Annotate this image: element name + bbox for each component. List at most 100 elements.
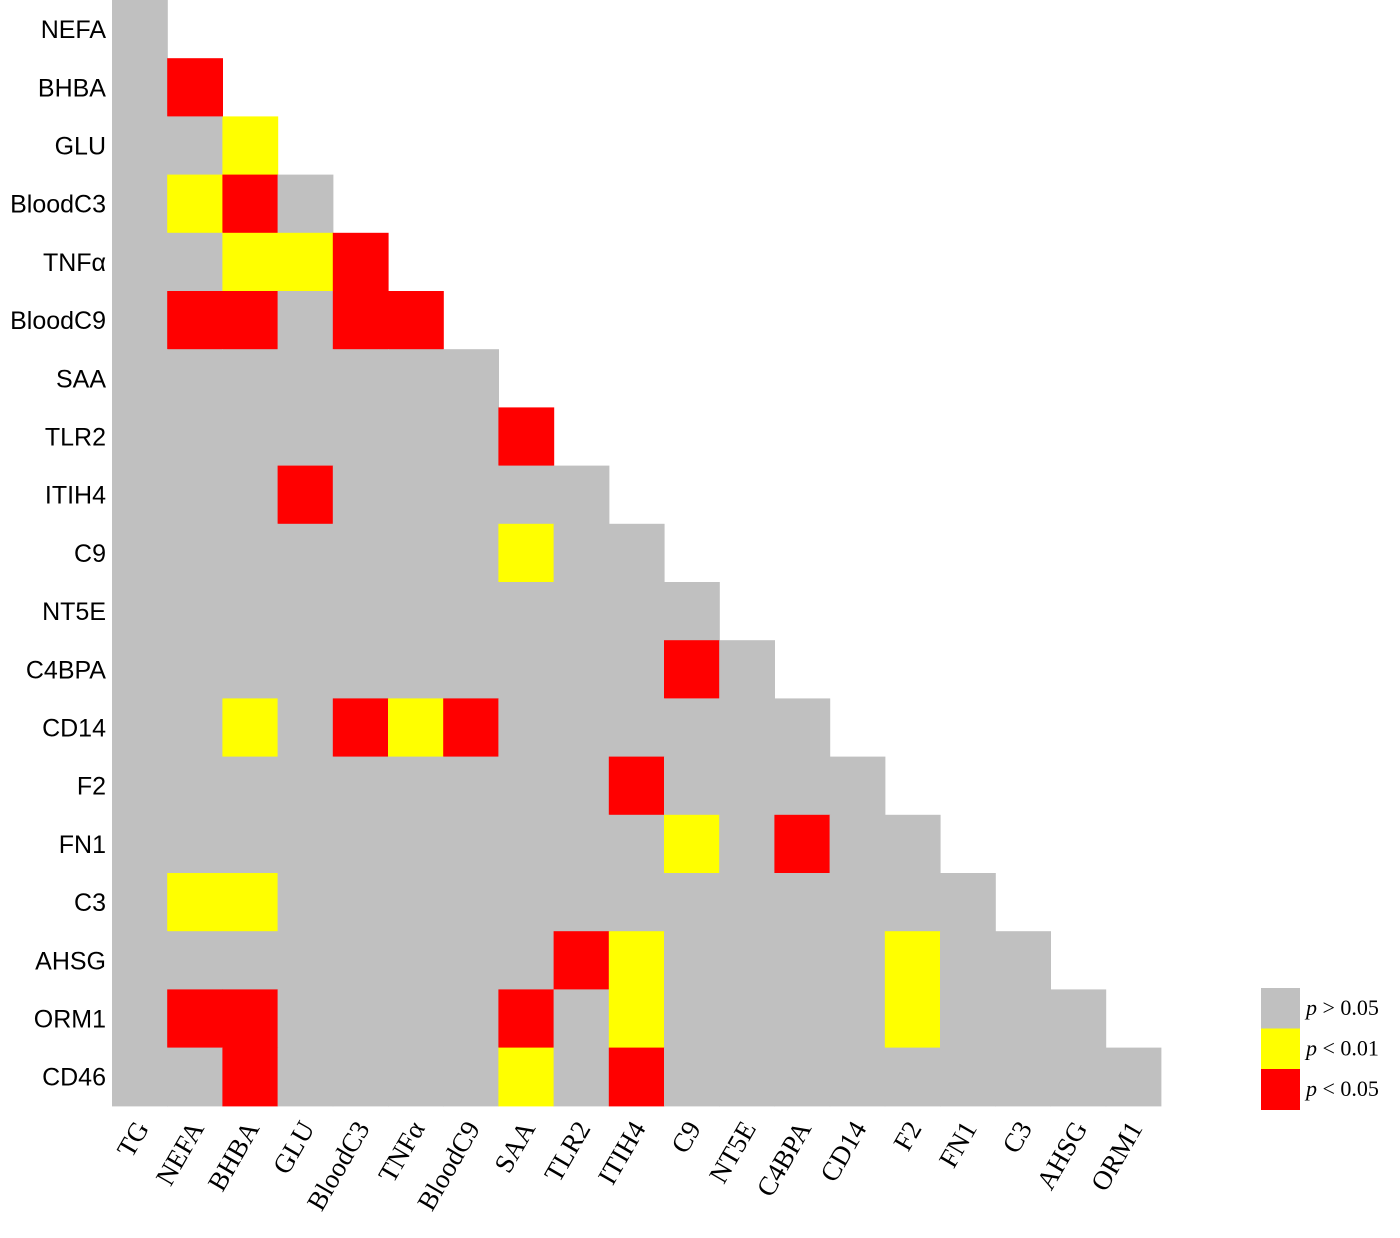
cell-cd46-f2 <box>884 1047 941 1107</box>
cell-tlr2-glu <box>277 407 334 467</box>
cell-cd46-tlr2 <box>553 1047 610 1107</box>
cell-bloodc3-glu <box>277 174 334 234</box>
cell-c4bpa-itih4 <box>608 640 665 699</box>
cell-cd46-cd14 <box>829 1047 886 1107</box>
x-label-nt5e: NT5E <box>703 1116 762 1188</box>
cell-tnf--bhba <box>222 232 279 292</box>
cell-fn1-cd14 <box>829 814 886 874</box>
cell-fn1-saa <box>498 814 555 874</box>
x-label-fn1: FN1 <box>933 1116 983 1173</box>
cell-c9-itih4 <box>608 523 665 583</box>
cell-ahsg-tlr2 <box>553 931 610 990</box>
cell-c3-bhba <box>222 873 279 932</box>
cell-cd46-nefa <box>167 1047 223 1107</box>
cell-tlr2-bhba <box>222 407 279 467</box>
cell-tlr2-bloodc9 <box>443 407 499 467</box>
cell-nt5e-tg <box>112 582 168 641</box>
cell-c4bpa-tlr2 <box>553 640 610 699</box>
cell-f2-c9 <box>664 756 720 816</box>
cell-bloodc9-tg <box>112 291 168 350</box>
cell-ahsg-bhba <box>222 931 279 990</box>
cell-orm1-f2 <box>884 989 941 1049</box>
y-label-nt5e: NT5E <box>42 598 106 626</box>
cell-cd46-glu <box>277 1047 334 1107</box>
x-label-orm1: ORM1 <box>1085 1116 1148 1196</box>
cell-c4bpa-bloodc9 <box>443 640 499 699</box>
y-label-ahsg: AHSG <box>35 947 106 975</box>
cell-bhba-nefa <box>167 58 223 117</box>
cell-cd14-saa <box>498 698 555 758</box>
cell-bloodc3-tg <box>112 174 168 234</box>
legend-label-2: p < 0.05 <box>1304 1076 1379 1101</box>
cell-bloodc9-tnf- <box>388 291 444 350</box>
cell-f2-cd14 <box>829 756 886 816</box>
cell-orm1-nt5e <box>719 989 775 1049</box>
cell-cd46-orm1 <box>1105 1047 1162 1107</box>
cell-tlr2-saa <box>498 407 555 467</box>
legend-swatch-2 <box>1261 1069 1300 1110</box>
cell-f2-nt5e <box>719 756 775 816</box>
cell-f2-bloodc3 <box>332 756 389 816</box>
x-label-c4bpa: C4BPA <box>750 1116 817 1202</box>
cell-c3-nefa <box>167 873 223 932</box>
cell-c4bpa-nefa <box>167 640 223 699</box>
cell-saa-bhba <box>222 349 279 408</box>
cell-c3-bloodc3 <box>332 873 389 932</box>
cell-tlr2-bloodc3 <box>332 407 389 467</box>
cell-tnf--nefa <box>167 232 223 292</box>
legend-label-0: p > 0.05 <box>1304 995 1379 1020</box>
cell-nt5e-itih4 <box>608 582 665 641</box>
cell-ahsg-bloodc3 <box>332 931 389 990</box>
cell-saa-glu <box>277 349 334 408</box>
cell-ahsg-tg <box>112 931 168 990</box>
cell-fn1-bhba <box>222 814 279 874</box>
x-label-ahsg: AHSG <box>1030 1116 1093 1195</box>
cell-ahsg-c9 <box>664 931 720 990</box>
cell-fn1-c4bpa <box>774 814 831 874</box>
cell-glu-nefa <box>167 116 223 176</box>
cell-tnf--tg <box>112 232 168 292</box>
x-label-c3: C3 <box>996 1116 1038 1158</box>
cell-c3-c9 <box>664 873 720 932</box>
cell-cd14-nt5e <box>719 698 775 758</box>
cell-nt5e-nefa <box>167 582 223 641</box>
cell-ahsg-nt5e <box>719 931 775 990</box>
cell-nt5e-tnf- <box>388 582 444 641</box>
cell-cd46-c4bpa <box>774 1047 831 1107</box>
cell-ahsg-c3 <box>995 931 1051 990</box>
cell-cd14-c4bpa <box>774 698 831 758</box>
x-label-tg: TG <box>111 1116 155 1162</box>
cell-orm1-nefa <box>167 989 223 1049</box>
y-label-itih4: ITIH4 <box>45 482 106 510</box>
cell-saa-bloodc9 <box>443 349 499 408</box>
cell-f2-bhba <box>222 756 279 816</box>
legend-swatch-1 <box>1261 1028 1300 1070</box>
cell-c4bpa-tnf- <box>388 640 444 699</box>
cell-c3-c4bpa <box>774 873 831 932</box>
cell-itih4-glu <box>277 465 334 525</box>
cell-tlr2-tnf- <box>388 407 444 467</box>
cell-cd46-fn1 <box>940 1047 996 1107</box>
cell-c9-saa <box>498 523 555 583</box>
cell-c4bpa-c9 <box>664 640 720 699</box>
cell-orm1-tg <box>112 989 168 1049</box>
cell-cd14-bloodc9 <box>443 698 499 758</box>
y-label-saa: SAA <box>56 365 106 393</box>
cell-nt5e-bloodc9 <box>443 582 499 641</box>
cell-cd46-tg <box>112 1047 168 1107</box>
cell-orm1-bloodc9 <box>443 989 499 1049</box>
cell-cd46-tnf- <box>388 1047 444 1107</box>
cell-orm1-fn1 <box>940 989 996 1049</box>
cell-bloodc3-bhba <box>222 174 279 234</box>
cell-c9-bloodc9 <box>443 523 499 583</box>
cell-ahsg-bloodc9 <box>443 931 499 990</box>
cell-fn1-c9 <box>664 814 720 874</box>
cell-cd14-nefa <box>167 698 223 758</box>
x-label-glu: GLU <box>267 1116 321 1179</box>
cell-saa-nefa <box>167 349 223 408</box>
cell-orm1-glu <box>277 989 334 1049</box>
cell-c3-fn1 <box>940 873 996 932</box>
y-label-fn1: FN1 <box>59 831 106 859</box>
